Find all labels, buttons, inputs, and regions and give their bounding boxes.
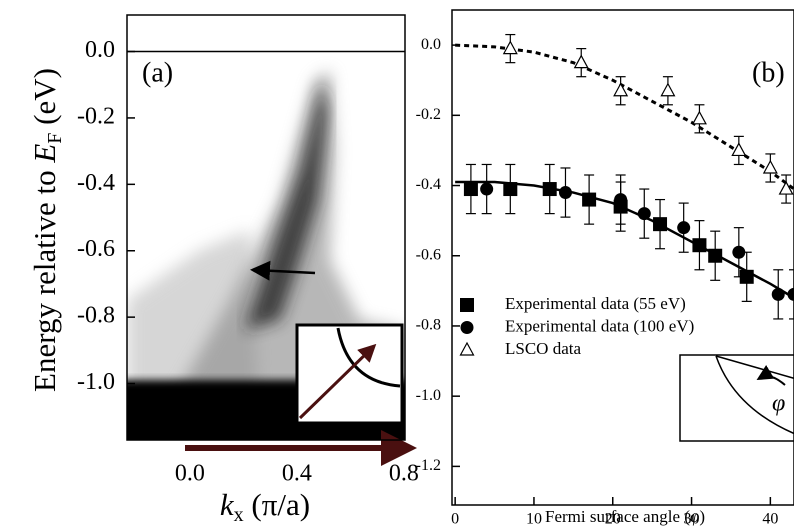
x-label-unit: (π/a) (244, 487, 310, 522)
x-tick-label: 0.8 (389, 461, 419, 487)
x-label-symbol: φ (690, 507, 699, 526)
marker-square (542, 182, 557, 197)
y-axis-label: Energy relative to EF (eV) (27, 68, 65, 392)
y-tick-label: -0.8 (77, 303, 115, 329)
panel-label: (b) (752, 57, 785, 88)
x-tick-label: 0 (451, 511, 459, 527)
y-label-unit: (eV) (27, 68, 62, 133)
marker-circle (480, 182, 494, 196)
marker-triangle (502, 40, 518, 55)
legend-label: Experimental data (100 eV) (505, 316, 694, 335)
x-tick-label: 0.4 (282, 461, 312, 487)
marker-square (708, 248, 723, 263)
y-tick-label: -1.0 (416, 387, 441, 404)
inset-a (295, 323, 404, 425)
marker-square (503, 182, 518, 197)
fit-curve (455, 43, 794, 191)
marker-square (739, 269, 754, 284)
x-tick-label: 0.0 (175, 461, 205, 487)
marker-triangle (660, 82, 676, 97)
marker-circle (771, 287, 785, 301)
marker-square (692, 238, 707, 253)
x-axis-label: Fermi surface angle (φ) (545, 507, 705, 526)
y-label-text: Energy relative to (27, 163, 62, 392)
marker-circle (614, 193, 628, 207)
y-label-symbol: E (27, 144, 62, 164)
y-tick-label: -0.2 (77, 103, 115, 129)
plot-frame (126, 14, 406, 441)
marker-circle (787, 287, 794, 301)
legend-label: Experimental data (55 eV) (505, 294, 686, 313)
y-tick-label: -1.2 (416, 457, 441, 474)
marker-triangle (573, 54, 589, 69)
x-label-symbol: k (220, 487, 235, 522)
y-tick-label: -0.2 (416, 106, 441, 123)
y-tick-label: -0.6 (77, 236, 115, 262)
annotation-arrow (250, 260, 316, 281)
marker-circle (732, 245, 746, 259)
y-tick-label: -0.4 (416, 176, 441, 193)
x-label-text: Fermi surface angle ( (545, 507, 690, 526)
marker-triangle (459, 341, 475, 356)
marker-triangle (762, 159, 778, 174)
y-tick-label: -0.8 (416, 317, 441, 334)
y-tick-label: 0.0 (421, 36, 441, 53)
y-tick-label: -1.0 (77, 369, 115, 395)
plot-frame (451, 9, 794, 506)
marker-triangle (731, 142, 747, 157)
marker-triangle (613, 82, 629, 97)
legend-label: LSCO data (505, 339, 581, 358)
y-tick-label: 0.0 (85, 37, 115, 63)
marker-square (582, 192, 597, 207)
marker-square (463, 182, 478, 197)
x-axis-label: kx (π/a) (220, 487, 310, 525)
x-label-subscript: x (234, 504, 244, 526)
x-tick-label: 40 (762, 511, 778, 527)
inset-b (679, 354, 794, 442)
marker-circle (677, 221, 691, 235)
marker-triangle (778, 180, 794, 195)
marker-triangle (691, 110, 707, 125)
marker-circle (558, 186, 572, 200)
y-tick-label: -0.4 (77, 170, 115, 196)
marker-square (653, 217, 668, 232)
y-tick-label: -0.6 (416, 246, 441, 263)
y-label-subscript: F (44, 133, 66, 144)
x-label-close: ) (699, 507, 705, 526)
marker-square (460, 298, 474, 312)
x-tick-label: 20 (605, 511, 621, 527)
inset-label: φ (772, 391, 785, 417)
x-tick-label: 10 (526, 511, 542, 527)
marker-circle (637, 207, 651, 221)
marker-circle (460, 321, 474, 334)
panel-label: (a) (142, 57, 173, 88)
x-tick-label: 30 (684, 511, 700, 527)
